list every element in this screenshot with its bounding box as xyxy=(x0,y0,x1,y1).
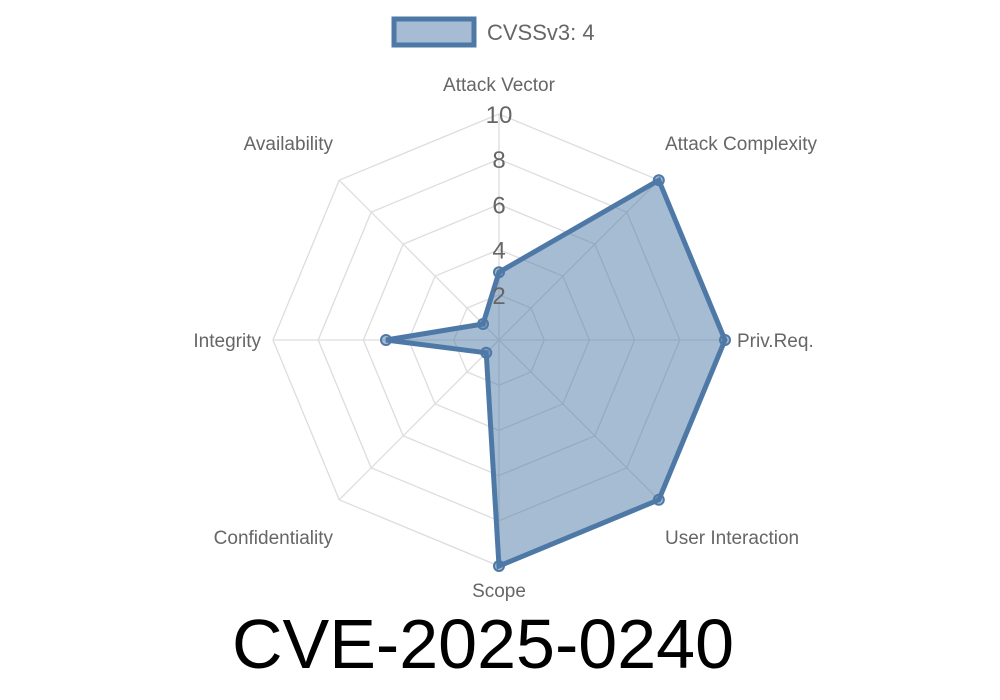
axis-label-priv-req: Priv.Req. xyxy=(737,331,814,352)
axis-label-confidentiality: Confidentiality xyxy=(214,528,334,549)
tick-label-6: 6 xyxy=(492,192,505,219)
axis-label-attack-vector: Attack Vector xyxy=(443,75,556,96)
data-point-7 xyxy=(477,318,490,331)
data-point-5 xyxy=(480,346,493,359)
data-point-0 xyxy=(493,266,505,279)
radar-tick-labels: 2 4 6 8 10 xyxy=(486,102,513,310)
radar-series xyxy=(380,174,731,572)
data-point-6 xyxy=(380,334,392,346)
legend-label: CVSSv3: 4 xyxy=(487,20,595,45)
tick-label-2: 2 xyxy=(492,283,505,310)
axis-label-scope: Scope xyxy=(472,581,526,602)
axis-label-user-interaction: User Interaction xyxy=(665,528,799,549)
tick-label-8: 8 xyxy=(492,147,505,174)
data-point-3 xyxy=(652,493,665,506)
axis-label-integrity: Integrity xyxy=(193,331,261,352)
page-title: CVE-2025-0240 xyxy=(232,605,734,683)
grid-spoke-7 xyxy=(338,179,500,341)
data-point-4 xyxy=(493,560,505,572)
series-area-0 xyxy=(385,176,728,570)
axis-label-attack-complexity: Attack Complexity xyxy=(665,134,818,155)
legend[interactable]: CVSSv3: 4 xyxy=(391,16,595,48)
grid-spoke-5 xyxy=(338,339,500,501)
tick-label-4: 4 xyxy=(492,238,505,265)
axis-label-availability: Availability xyxy=(244,134,334,155)
data-point-1 xyxy=(652,174,665,187)
data-point-2 xyxy=(719,334,731,346)
legend-swatch[interactable] xyxy=(391,16,477,48)
radar-axis-labels: Attack Vector Attack Complexity Priv.Req. U… xyxy=(193,75,817,602)
tick-label-10: 10 xyxy=(486,102,513,129)
